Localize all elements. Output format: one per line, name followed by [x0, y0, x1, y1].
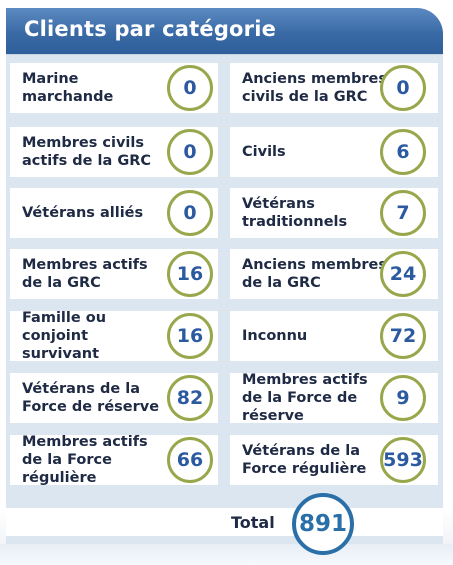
category-label: Vétérans de la Force de réserve — [22, 381, 160, 415]
category-cell: Membres civils actifs de la GRC 0 — [10, 127, 218, 177]
category-cell: Membres actifs de la Force de réserve 9 — [230, 372, 438, 424]
category-cell: Vétérans de la Force de réserve 82 — [10, 373, 218, 423]
category-cell: Marine marchande 0 — [10, 63, 218, 113]
category-cell: Vétérans de la Force régulière 593 — [230, 435, 438, 485]
category-count: 72 — [380, 313, 426, 359]
category-count: 0 — [167, 129, 213, 175]
category-label: Inconnu — [242, 328, 308, 344]
category-cell: Famille ou conjoint survivant 16 — [10, 310, 218, 362]
category-cell: Civils 6 — [230, 127, 438, 177]
category-label: Famille ou conjoint survivant — [22, 310, 107, 362]
category-count: 16 — [167, 251, 213, 297]
panel-header: Clients par catégorie — [6, 8, 443, 54]
category-label: Vétérans alliés — [22, 205, 144, 221]
panel-title: Clients par catégorie — [24, 17, 277, 41]
category-label: Membres actifs de la GRC — [22, 257, 148, 291]
category-count: 16 — [167, 313, 213, 359]
category-cell: Membres actifs de la GRC 16 — [10, 249, 218, 299]
category-label: Membres civils actifs de la GRC — [22, 135, 152, 169]
total-count: 891 — [292, 493, 354, 555]
category-cell: Anciens membres de la GRC 24 — [230, 249, 438, 299]
category-cell: Anciens membres civils de la GRC 0 — [230, 63, 438, 113]
category-count: 0 — [380, 65, 426, 111]
category-count: 593 — [380, 437, 426, 483]
category-label: Anciens membres civils de la GRC — [242, 71, 387, 105]
category-count: 6 — [380, 129, 426, 175]
total-label: Total — [231, 513, 275, 532]
category-count: 0 — [167, 190, 213, 236]
category-label: Membres actifs de la Force régulière — [22, 434, 148, 486]
category-cell: Vétérans alliés 0 — [10, 188, 218, 238]
category-label: Vétérans traditionnels — [242, 196, 348, 230]
category-label: Civils — [242, 144, 286, 160]
category-count: 7 — [380, 190, 426, 236]
category-count: 66 — [167, 437, 213, 483]
category-label: Anciens membres de la GRC — [242, 257, 387, 291]
category-count: 24 — [380, 251, 426, 297]
category-cell: Vétérans traditionnels 7 — [230, 188, 438, 238]
category-count: 9 — [380, 375, 426, 421]
category-count: 0 — [167, 65, 213, 111]
category-count: 82 — [167, 375, 213, 421]
total-row: Total — [6, 508, 443, 536]
category-cell: Membres actifs de la Force régulière 66 — [10, 434, 218, 486]
category-label: Vétérans de la Force régulière — [242, 443, 367, 477]
category-cell: Inconnu 72 — [230, 311, 438, 361]
category-label: Marine marchande — [22, 71, 114, 105]
bottom-shadow — [0, 544, 453, 565]
category-label: Membres actifs de la Force de réserve — [242, 372, 368, 424]
